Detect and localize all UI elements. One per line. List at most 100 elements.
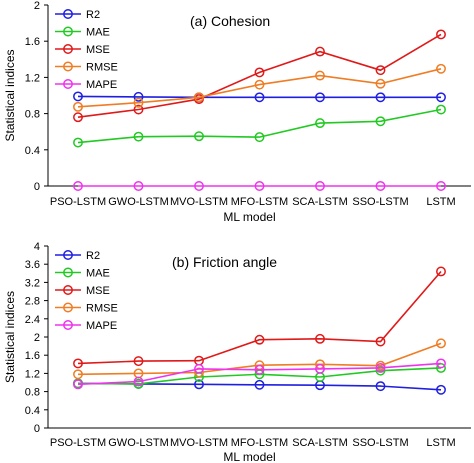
data-point-rmse bbox=[315, 70, 325, 81]
y-tick-label: 0.8 bbox=[25, 387, 40, 399]
x-tick-label: SSO-LSTM bbox=[352, 437, 408, 449]
chart-title: (b) Friction angle bbox=[172, 254, 277, 270]
data-point-rmse bbox=[133, 97, 144, 108]
y-tick-label: 2.4 bbox=[25, 314, 40, 326]
data-point-r2 bbox=[133, 91, 144, 102]
legend-marker bbox=[63, 79, 73, 89]
data-point-mae bbox=[194, 131, 204, 142]
legend-marker bbox=[63, 44, 73, 54]
x-axis-title: ML model bbox=[223, 210, 275, 224]
legend-marker bbox=[63, 285, 73, 295]
x-tick-label: MFO-LSTM bbox=[231, 437, 288, 449]
data-point-mse bbox=[436, 266, 446, 277]
x-tick-label: SCA-LSTM bbox=[292, 196, 348, 208]
data-point-r2 bbox=[254, 379, 265, 390]
series-line-mape bbox=[77, 362, 442, 386]
y-tick-label: 0 bbox=[34, 423, 40, 435]
legend-marker bbox=[63, 302, 73, 313]
y-tick-label: 1.6 bbox=[25, 350, 40, 362]
legend-label: MAPE bbox=[86, 320, 117, 332]
data-point-mape bbox=[436, 358, 446, 369]
data-point-mape bbox=[133, 376, 144, 387]
data-point-rmse bbox=[73, 101, 83, 112]
legend-label: MSE bbox=[86, 44, 110, 56]
data-point-mse bbox=[315, 46, 325, 57]
y-tick-label: 1.2 bbox=[25, 72, 40, 84]
data-point-r2 bbox=[315, 92, 325, 103]
data-point-r2 bbox=[436, 384, 446, 395]
data-point-mse bbox=[254, 334, 265, 345]
data-point-rmse bbox=[436, 63, 446, 74]
data-point-mae bbox=[133, 131, 144, 142]
data-point-mape bbox=[194, 181, 204, 191]
y-axis-title: Statistical indices bbox=[3, 291, 17, 383]
data-point-mae bbox=[375, 116, 386, 127]
data-point-mae bbox=[315, 118, 325, 129]
legend-label: R2 bbox=[86, 9, 100, 21]
x-tick-label: GWO-LSTM bbox=[108, 437, 169, 449]
series-line-rmse bbox=[77, 68, 442, 108]
data-point-mae bbox=[436, 104, 446, 115]
data-point-mse bbox=[315, 333, 325, 344]
series-line-mse bbox=[77, 33, 442, 118]
data-point-r2 bbox=[375, 92, 386, 103]
y-tick-label: 0.8 bbox=[25, 109, 40, 121]
series-line-mse bbox=[77, 270, 442, 365]
chart-b-friction-angle: 0 0.4 0.8 1.2 1.6 2 2.4 2.8 3.2 3.6 4 PSO-LSTM GWO-L… bbox=[3, 241, 471, 463]
data-point-r2 bbox=[436, 92, 446, 103]
x-tick-label: MFO-LSTM bbox=[231, 196, 288, 208]
data-point-mse bbox=[133, 356, 144, 367]
y-tick-label: 3.2 bbox=[25, 277, 40, 289]
y-axis-title: Statistical indices bbox=[3, 49, 17, 141]
legend-marker bbox=[63, 250, 73, 260]
series-line-r2 bbox=[77, 95, 441, 99]
y-tick-label: 0.4 bbox=[25, 145, 40, 157]
data-point-mape bbox=[194, 363, 204, 374]
data-point-r2 bbox=[73, 91, 83, 102]
data-point-mape bbox=[254, 181, 265, 191]
data-point-r2 bbox=[375, 381, 386, 392]
x-tick-label: PSO-LSTM bbox=[50, 437, 106, 449]
data-point-rmse bbox=[375, 78, 386, 89]
legend-label: R2 bbox=[86, 250, 100, 262]
legend-marker bbox=[63, 26, 73, 37]
data-point-rmse bbox=[73, 369, 83, 380]
x-tick-label: LSTM bbox=[426, 196, 455, 208]
data-point-mape bbox=[315, 181, 325, 191]
legend-marker bbox=[63, 9, 73, 19]
legend-label: MSE bbox=[86, 285, 110, 297]
data-point-mse bbox=[73, 112, 83, 123]
data-point-mse bbox=[436, 29, 446, 40]
data-point-r2 bbox=[254, 92, 265, 103]
y-tick-label: 2 bbox=[34, 0, 40, 12]
chart-title: (a) Cohesion bbox=[190, 13, 270, 29]
y-tick-label: 4 bbox=[34, 241, 40, 253]
data-point-mse bbox=[254, 67, 265, 78]
data-point-mse bbox=[375, 65, 386, 76]
x-tick-label: SCA-LSTM bbox=[292, 437, 348, 449]
data-point-mape bbox=[133, 181, 144, 191]
chart-a-cohesion: 0 0.4 0.8 1.2 1.6 2 PSO-LSTM GWO-LSTM MVO-LSTM MF… bbox=[3, 0, 471, 224]
x-tick-label: PSO-LSTM bbox=[50, 196, 106, 208]
legend-label: RMSE bbox=[86, 62, 118, 74]
x-tick-label: MVO-LSTM bbox=[170, 196, 228, 208]
x-tick-label: GWO-LSTM bbox=[108, 196, 169, 208]
y-tick-label: 1.6 bbox=[25, 36, 40, 48]
data-point-mse bbox=[73, 358, 83, 369]
data-point-rmse bbox=[436, 338, 446, 349]
legend-marker bbox=[63, 61, 73, 72]
y-tick-label: 1.2 bbox=[25, 368, 40, 380]
y-tick-label: 2.8 bbox=[25, 296, 40, 308]
data-point-mape bbox=[254, 364, 265, 375]
data-point-mape bbox=[375, 362, 386, 373]
data-point-mape bbox=[315, 363, 325, 374]
data-point-mae bbox=[73, 137, 83, 148]
data-point-mape bbox=[436, 181, 446, 191]
data-point-mse bbox=[375, 336, 386, 347]
data-point-mape bbox=[73, 379, 83, 390]
legend-label: RMSE bbox=[86, 303, 118, 315]
y-tick-label: 0.4 bbox=[25, 405, 40, 417]
x-tick-label: SSO-LSTM bbox=[352, 196, 408, 208]
data-point-mape bbox=[375, 181, 386, 191]
